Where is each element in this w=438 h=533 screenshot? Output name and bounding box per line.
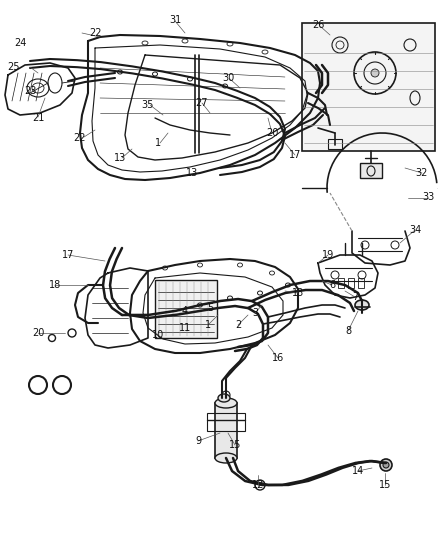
Text: 11: 11 bbox=[179, 323, 191, 333]
Text: 34: 34 bbox=[409, 225, 421, 235]
Text: 31: 31 bbox=[169, 15, 181, 25]
Bar bbox=[358, 278, 364, 288]
Text: 20: 20 bbox=[266, 128, 278, 138]
Ellipse shape bbox=[215, 398, 237, 408]
Bar bbox=[338, 278, 344, 288]
Ellipse shape bbox=[371, 69, 379, 77]
Ellipse shape bbox=[380, 459, 392, 471]
Text: 23: 23 bbox=[24, 86, 36, 96]
Ellipse shape bbox=[215, 453, 237, 463]
Text: 22: 22 bbox=[89, 28, 101, 38]
Text: 32: 32 bbox=[416, 168, 428, 178]
Text: 6: 6 bbox=[329, 280, 335, 290]
Text: 1: 1 bbox=[205, 320, 211, 330]
Text: 5: 5 bbox=[207, 303, 213, 313]
Text: 2: 2 bbox=[235, 320, 241, 330]
Bar bbox=[360, 163, 382, 178]
Text: 14: 14 bbox=[352, 466, 364, 476]
Text: 33: 33 bbox=[422, 192, 434, 202]
Text: 13: 13 bbox=[292, 288, 304, 298]
Text: 18: 18 bbox=[49, 280, 61, 290]
Text: 1: 1 bbox=[155, 138, 161, 148]
Text: 21: 21 bbox=[32, 113, 44, 123]
Ellipse shape bbox=[383, 462, 389, 468]
Text: 22: 22 bbox=[74, 133, 86, 143]
Text: 12: 12 bbox=[252, 480, 264, 490]
Text: 10: 10 bbox=[152, 330, 164, 340]
Text: 27: 27 bbox=[196, 98, 208, 108]
Text: 19: 19 bbox=[322, 250, 334, 260]
Text: 3: 3 bbox=[252, 308, 258, 318]
Text: 25: 25 bbox=[8, 62, 20, 72]
Text: 4: 4 bbox=[182, 306, 188, 316]
Text: 24: 24 bbox=[14, 38, 26, 48]
Bar bbox=[328, 139, 342, 149]
Text: 8: 8 bbox=[345, 326, 351, 336]
Text: 30: 30 bbox=[222, 73, 234, 83]
Bar bbox=[155, 280, 217, 338]
Text: 17: 17 bbox=[62, 250, 74, 260]
Text: 16: 16 bbox=[272, 353, 284, 363]
Text: 20: 20 bbox=[32, 328, 44, 338]
Bar bbox=[207, 413, 245, 431]
Bar bbox=[302, 23, 435, 151]
Text: 17: 17 bbox=[289, 150, 301, 160]
Text: 7: 7 bbox=[352, 292, 358, 302]
Text: 15: 15 bbox=[379, 480, 391, 490]
Text: 13: 13 bbox=[114, 153, 126, 163]
Ellipse shape bbox=[218, 394, 230, 402]
Bar bbox=[348, 278, 354, 288]
Text: 35: 35 bbox=[142, 100, 154, 110]
Ellipse shape bbox=[355, 300, 369, 310]
Text: 15: 15 bbox=[229, 440, 241, 450]
Text: 26: 26 bbox=[312, 20, 324, 30]
Bar bbox=[215, 403, 237, 458]
Text: 13: 13 bbox=[186, 168, 198, 178]
Text: 9: 9 bbox=[195, 436, 201, 446]
